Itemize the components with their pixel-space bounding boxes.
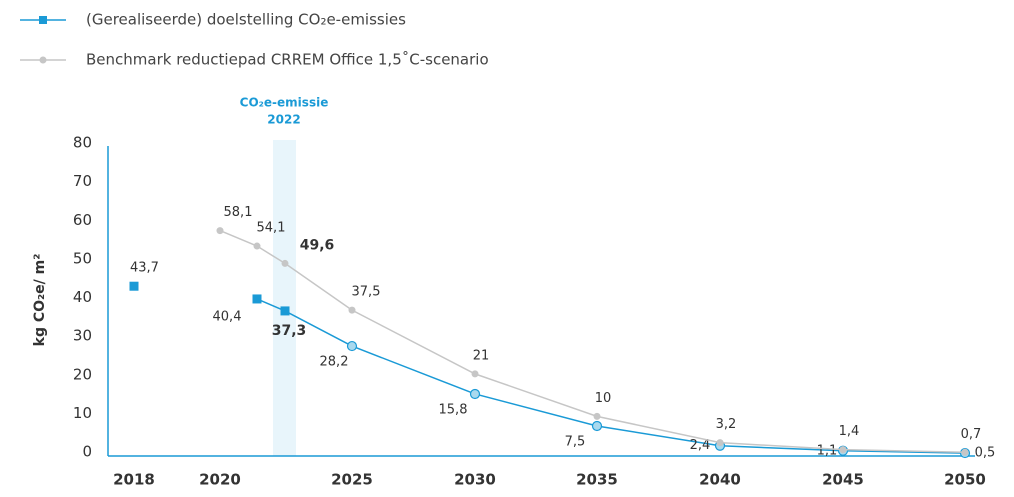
point xyxy=(281,259,289,267)
data-label: 15,8 xyxy=(439,402,468,417)
data-label: 0,5 xyxy=(975,446,996,461)
point xyxy=(593,412,601,420)
data-label: 40,4 xyxy=(213,309,242,324)
legend-marker xyxy=(39,16,47,24)
point xyxy=(252,294,262,304)
point xyxy=(129,281,139,291)
legend-marker xyxy=(39,56,47,64)
data-label: 49,6 xyxy=(300,237,335,253)
x-tick-label: 2035 xyxy=(576,471,618,489)
x-tick-label: 2020 xyxy=(199,471,241,489)
x-tick-label: 2040 xyxy=(699,471,741,489)
point xyxy=(716,439,724,447)
x-tick-label: 2045 xyxy=(822,471,864,489)
point xyxy=(280,306,290,316)
data-label: 54,1 xyxy=(257,221,286,236)
y-axis-label: kg CO₂e/ m² xyxy=(32,254,48,347)
point xyxy=(348,306,356,314)
data-label: 28,2 xyxy=(320,355,349,370)
data-label: 37,3 xyxy=(272,323,307,339)
point xyxy=(216,227,224,235)
x-tick-label: 2050 xyxy=(944,471,986,489)
x-tick-label: 2030 xyxy=(454,471,496,489)
point xyxy=(839,446,847,454)
y-tick-label: 40 xyxy=(73,288,92,306)
data-label: 1,4 xyxy=(839,424,860,439)
point xyxy=(591,420,603,432)
annotation: 2022 xyxy=(267,113,300,127)
point xyxy=(253,242,261,250)
data-label: 2,4 xyxy=(690,438,711,453)
data-label: 21 xyxy=(473,348,490,363)
legend-label: (Gerealiseerde) doelstelling CO₂e-emissi… xyxy=(86,11,406,29)
series-line xyxy=(219,229,966,454)
data-label: 58,1 xyxy=(224,205,253,220)
y-tick-label: 30 xyxy=(73,327,92,345)
data-label: 3,2 xyxy=(716,417,737,432)
y-tick-label: 50 xyxy=(73,249,92,267)
annotation: CO₂e-emissie xyxy=(240,96,329,110)
point xyxy=(471,370,479,378)
point xyxy=(346,340,358,352)
data-label: 7,5 xyxy=(565,435,586,450)
y-tick-label: 10 xyxy=(73,404,92,422)
legend-label: Benchmark reductiepad CRREM Office 1,5˚C… xyxy=(86,51,489,69)
y-tick-label: 80 xyxy=(73,134,92,152)
data-label: 43,7 xyxy=(130,261,159,276)
y-tick-label: 60 xyxy=(73,211,92,229)
data-label: 0,7 xyxy=(961,427,982,442)
y-tick-label: 0 xyxy=(82,443,92,461)
y-tick-label: 70 xyxy=(73,172,92,190)
x-tick-label: 2018 xyxy=(113,471,155,489)
point xyxy=(469,388,481,400)
highlight-band xyxy=(273,140,296,456)
series-line xyxy=(256,298,966,454)
x-tick-label: 2025 xyxy=(331,471,373,489)
data-label: 10 xyxy=(595,391,612,406)
point xyxy=(961,448,969,456)
y-tick-label: 20 xyxy=(73,365,92,383)
data-label: 1,1 xyxy=(817,443,838,458)
data-label: 37,5 xyxy=(352,285,381,300)
